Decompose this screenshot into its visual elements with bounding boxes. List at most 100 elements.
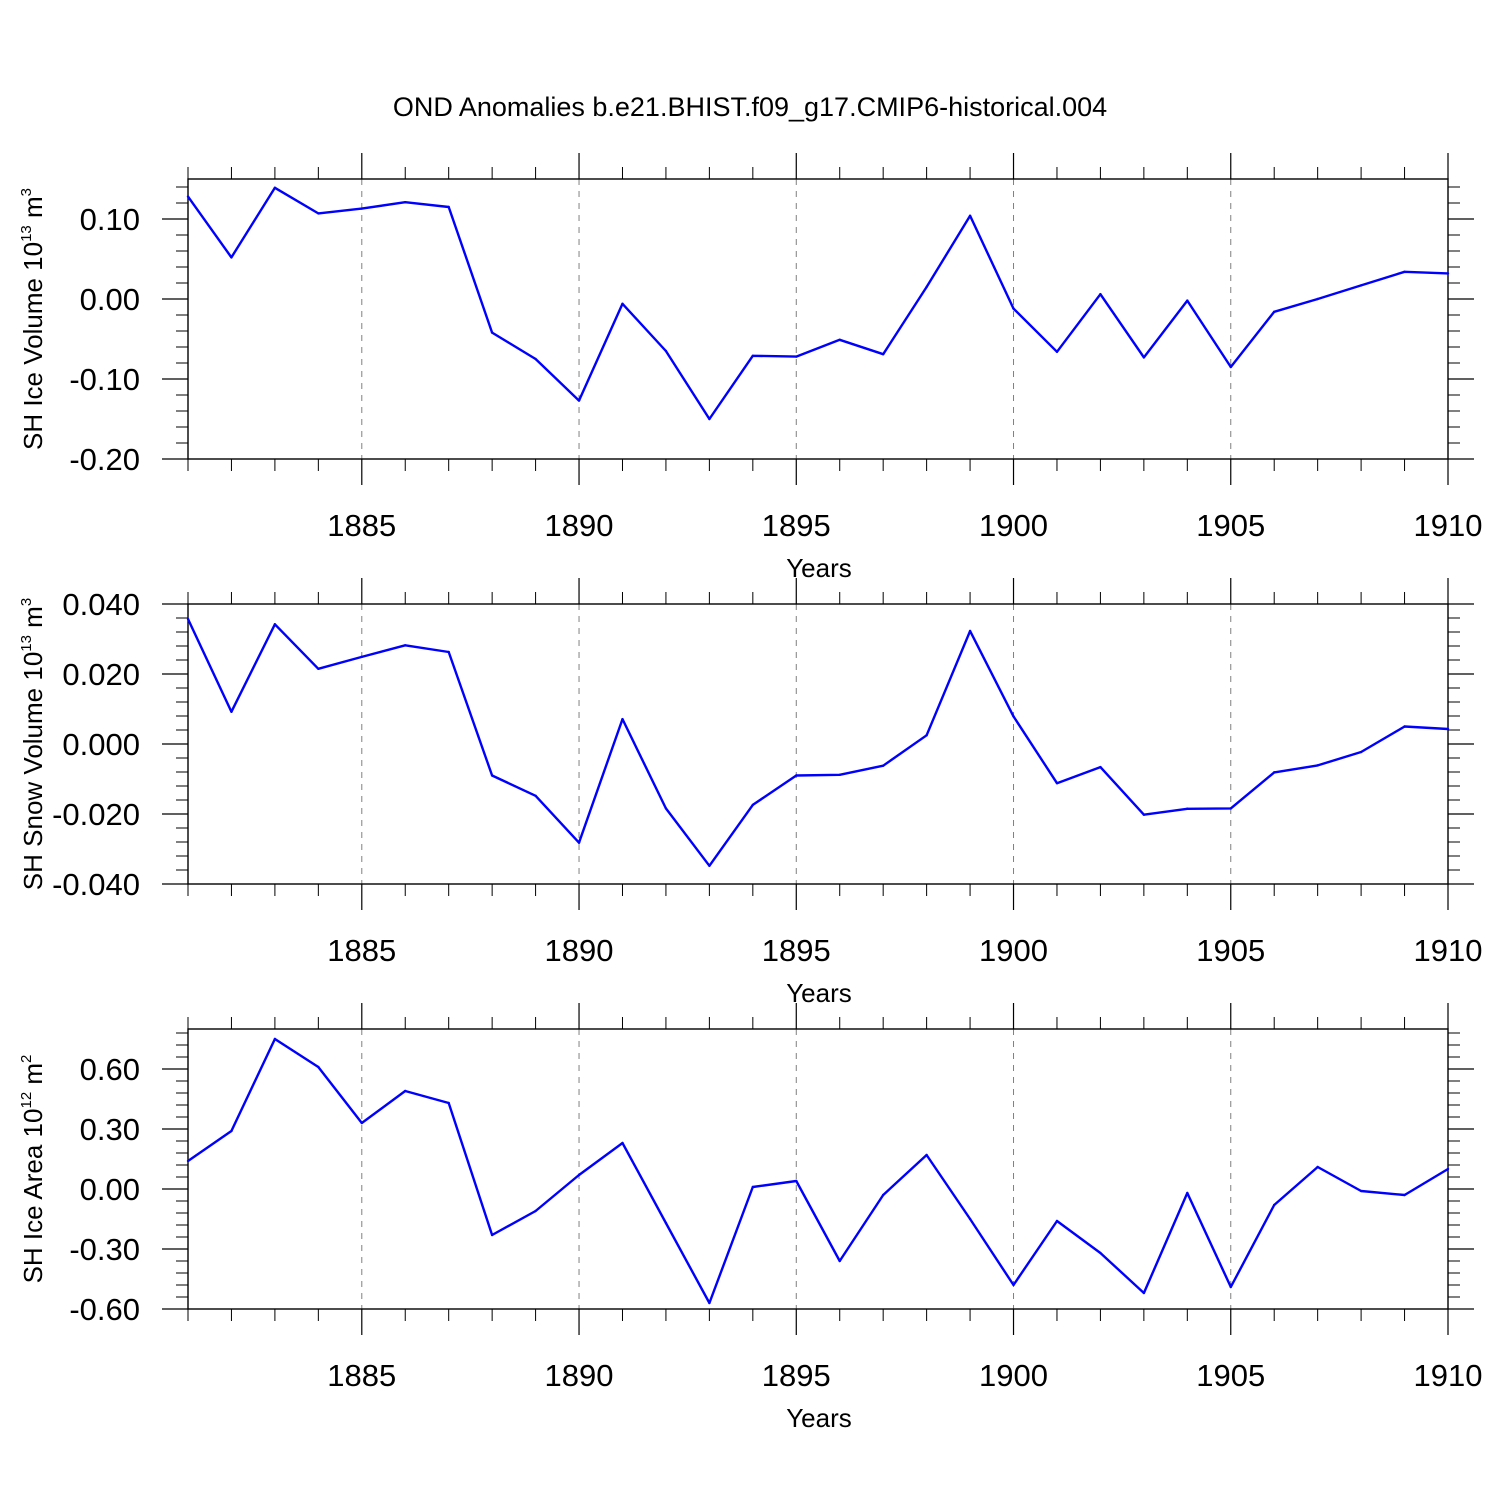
- y-tick-label: -0.040: [52, 867, 140, 902]
- data-point: [360, 207, 363, 210]
- data-point: [1403, 270, 1406, 273]
- panel-2: 1885 1890 1895 1900 1905 1910 -0.040 -0.020 0.00…: [18, 578, 1482, 1008]
- x-tick-label: 1900: [979, 933, 1048, 968]
- panel-3: 1885 1890 1895 1900 1905 1910 -0.60 -0.30 0.00 0.…: [18, 1003, 1482, 1433]
- data-point: [1273, 310, 1276, 313]
- data-point: [490, 774, 494, 777]
- data-point: [1055, 350, 1059, 353]
- y-axis-title-superscript: 13: [18, 225, 35, 242]
- y-axis-title-superscript: 12: [18, 1092, 35, 1109]
- data-point: [186, 1159, 190, 1163]
- data-point: [577, 399, 581, 402]
- data-point: [621, 1141, 624, 1145]
- y-tick-label: -0.20: [69, 442, 140, 477]
- data-point: [230, 1129, 233, 1133]
- data-point: [795, 774, 798, 777]
- y-tick-label: 0.020: [62, 657, 140, 692]
- data-point: [230, 710, 233, 713]
- y-tick-label: 0.040: [62, 587, 140, 622]
- data-point: [404, 644, 407, 647]
- data-point: [534, 1209, 537, 1213]
- x-tick-label: 1900: [979, 1358, 1048, 1393]
- data-point: [186, 617, 190, 621]
- data-point: [317, 212, 320, 215]
- y-axis-title-superscript: 3: [18, 188, 35, 196]
- data-point: [534, 357, 537, 361]
- data-point: [1099, 293, 1102, 296]
- data-point: [577, 841, 581, 844]
- y-tick-label: 0.30: [80, 1112, 140, 1147]
- x-tick-label: 1885: [327, 1358, 396, 1393]
- x-axis-title: Years: [786, 978, 852, 1008]
- data-point: [664, 1221, 668, 1225]
- x-tick-label: 1910: [1414, 933, 1483, 968]
- data-point: [317, 1065, 320, 1069]
- data-point: [1012, 715, 1015, 718]
- x-tick-label: 1890: [545, 933, 614, 968]
- data-point: [664, 349, 668, 353]
- data-point: [1273, 1203, 1276, 1207]
- data-point: [447, 650, 450, 654]
- x-tick-label: 1905: [1196, 508, 1265, 543]
- data-point: [273, 1037, 277, 1041]
- data-point: [751, 354, 755, 357]
- data-series-line: [187, 186, 1449, 421]
- data-point: [1446, 1167, 1450, 1171]
- y-axis-title-unit: m: [18, 1063, 48, 1092]
- data-point: [1316, 1165, 1319, 1169]
- panel-1: 1885 1890 1895 1900 1905 1910 -0.20 -0.10 0.00 0.…: [18, 153, 1482, 583]
- data-point: [1055, 782, 1059, 785]
- y-axis-title-superscript: 2: [18, 1055, 35, 1063]
- x-tick-label: 1905: [1196, 1358, 1265, 1393]
- data-point: [1316, 297, 1319, 301]
- y-axis-title-text: SH Snow Volume 10: [18, 652, 48, 890]
- data-point: [1012, 307, 1015, 310]
- y-tick-label: -0.30: [69, 1232, 140, 1267]
- data-point: [1359, 1189, 1363, 1193]
- plot-frame: [187, 1028, 1449, 1310]
- y-tick-label: 0.00: [80, 1172, 140, 1207]
- data-point: [881, 353, 885, 356]
- y-axis-title: SH Snow Volume 1013 m3: [18, 598, 48, 890]
- data-point: [708, 1301, 711, 1305]
- x-tick-label: 1905: [1196, 933, 1265, 968]
- data-point: [1055, 1219, 1059, 1223]
- data-point: [968, 214, 972, 217]
- data-point: [1142, 356, 1146, 359]
- data-point: [881, 764, 885, 767]
- data-point: [360, 1121, 363, 1125]
- data-point: [925, 285, 928, 289]
- data-point: [1403, 1193, 1406, 1197]
- x-tick-label: 1890: [545, 508, 614, 543]
- y-axis-title-text: SH Ice Volume 10: [18, 242, 48, 450]
- data-point: [838, 1259, 841, 1263]
- data-point: [968, 629, 972, 633]
- y-axis-title-text: SH Ice Area 10: [18, 1109, 48, 1284]
- data-point: [1012, 1283, 1015, 1287]
- panels: 1885 1890 1895 1900 1905 1910 -0.20 -0.10 0.00 0.…: [18, 153, 1482, 1433]
- data-point: [925, 1153, 928, 1157]
- data-point: [230, 256, 233, 259]
- data-point: [838, 773, 841, 776]
- data-point: [1359, 284, 1363, 287]
- data-point: [1229, 1285, 1232, 1289]
- data-point: [534, 794, 537, 797]
- data-point: [1142, 1291, 1146, 1295]
- data-point: [795, 1179, 798, 1183]
- data-point: [273, 186, 277, 189]
- y-tick-label: 0.000: [62, 727, 140, 762]
- data-point: [1229, 807, 1232, 810]
- y-tick-label: -0.10: [69, 362, 140, 397]
- data-point: [1099, 765, 1102, 769]
- data-point: [925, 734, 928, 737]
- data-point: [1316, 764, 1319, 767]
- data-series-line: [186, 618, 1449, 867]
- y-tick-label: 0.60: [80, 1052, 140, 1087]
- y-axis-title-unit: m: [18, 606, 48, 635]
- data-point: [1099, 1251, 1102, 1255]
- data-point: [447, 205, 450, 209]
- data-point: [751, 803, 755, 807]
- x-tick-label: 1900: [979, 508, 1048, 543]
- data-point: [708, 864, 711, 867]
